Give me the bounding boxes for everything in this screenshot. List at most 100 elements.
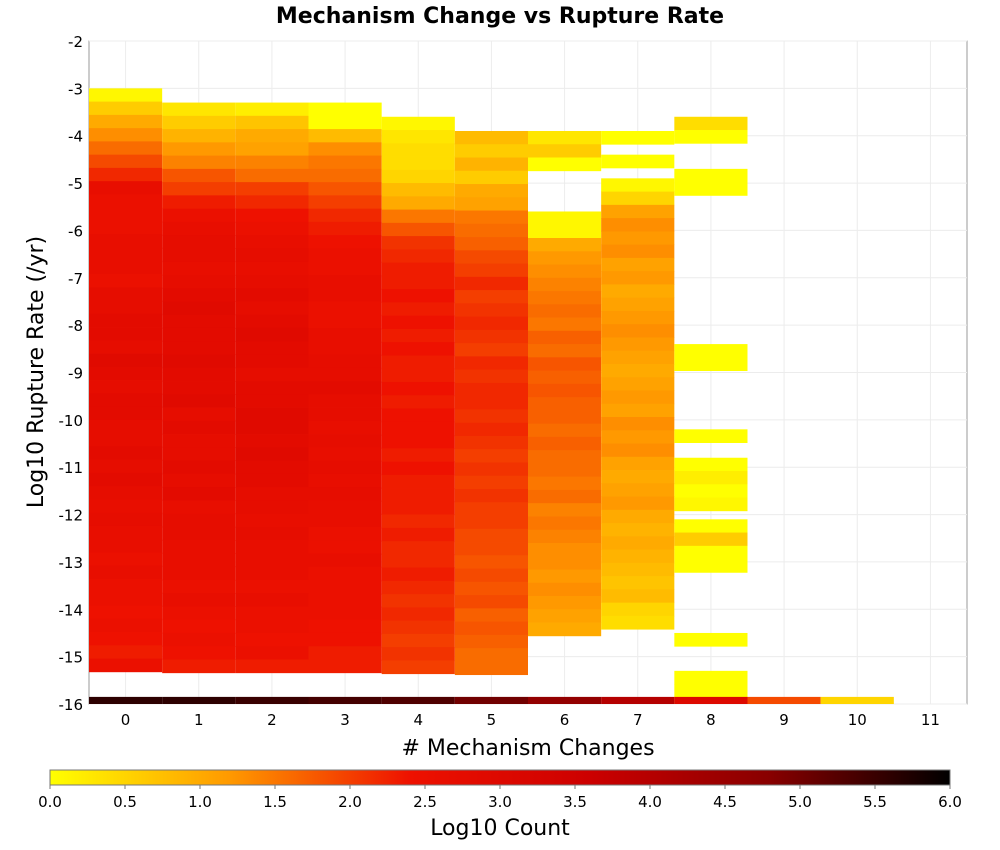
heatmap-cell bbox=[89, 632, 163, 646]
colorbar-tick-label: 0.0 bbox=[38, 793, 62, 811]
x-tick-label: 10 bbox=[848, 711, 867, 729]
heatmap-cell bbox=[89, 181, 163, 195]
heatmap-cell bbox=[454, 435, 528, 450]
heatmap-cell bbox=[235, 208, 309, 223]
heatmap-cell bbox=[381, 262, 455, 277]
heatmap-cell bbox=[601, 297, 675, 312]
heatmap-cell bbox=[601, 403, 675, 418]
heatmap-cell bbox=[235, 168, 309, 183]
heatmap-cell bbox=[89, 592, 163, 606]
heatmap-cell bbox=[454, 648, 528, 662]
heatmap-cell bbox=[674, 545, 748, 560]
heatmap-cell bbox=[89, 525, 163, 540]
heatmap-cell bbox=[601, 244, 675, 259]
heatmap-cell bbox=[308, 407, 382, 422]
heatmap-cell bbox=[454, 382, 528, 397]
heatmap-cell bbox=[381, 488, 455, 502]
heatmap-cell bbox=[89, 353, 163, 368]
heatmap-cell bbox=[601, 523, 675, 537]
heatmap-cell bbox=[381, 368, 455, 383]
heatmap-cell bbox=[674, 519, 748, 533]
colorbar-label: Log10 Count bbox=[430, 816, 570, 841]
heatmap-cell bbox=[454, 130, 528, 145]
heatmap-cell bbox=[601, 390, 675, 405]
heatmap-cell bbox=[381, 236, 455, 250]
heatmap-cell bbox=[308, 526, 382, 541]
heatmap-cell bbox=[381, 607, 455, 622]
heatmap-cell bbox=[89, 406, 163, 421]
heatmap-cell bbox=[601, 430, 675, 444]
heatmap-cell bbox=[89, 220, 163, 235]
heatmap-cell bbox=[162, 142, 236, 157]
heatmap-cell bbox=[528, 144, 602, 158]
colorbar-tick-label: 5.5 bbox=[863, 793, 887, 811]
heatmap-cell bbox=[601, 350, 675, 365]
heatmap-cell bbox=[308, 168, 382, 183]
heatmap-cell bbox=[381, 435, 455, 449]
heatmap-cell bbox=[747, 696, 821, 704]
colorbar-tick-label: 0.5 bbox=[113, 793, 137, 811]
heatmap-cell bbox=[528, 410, 602, 425]
heatmap-cell bbox=[601, 178, 675, 192]
heatmap-cell bbox=[162, 314, 236, 329]
heatmap-cell bbox=[162, 221, 236, 236]
y-axis-ticks: -2 -3 -4 -5 -6 -7 -8 -9 -10 -11 -12 -13 -14 -15 -16 bbox=[59, 33, 84, 714]
heatmap-cell bbox=[162, 553, 236, 568]
heatmap-cell bbox=[162, 274, 236, 289]
heatmap-cell bbox=[308, 553, 382, 568]
heatmap-cell bbox=[89, 446, 163, 461]
heatmap-cell bbox=[235, 447, 309, 461]
heatmap-cell bbox=[454, 542, 528, 556]
y-tick-label: -2 bbox=[68, 33, 83, 51]
heatmap-cell bbox=[454, 621, 528, 636]
heatmap-cell bbox=[235, 235, 309, 249]
heatmap-cell bbox=[528, 238, 602, 252]
heatmap-cell bbox=[89, 499, 163, 514]
colorbar-tick-label: 3.5 bbox=[563, 793, 587, 811]
heatmap-cell bbox=[528, 622, 602, 637]
heatmap-cell bbox=[381, 696, 455, 704]
heatmap-cell bbox=[89, 260, 163, 275]
heatmap-cell bbox=[89, 247, 163, 262]
heatmap-cell bbox=[454, 661, 528, 676]
heatmap-cell bbox=[601, 456, 675, 471]
heatmap-cell bbox=[308, 460, 382, 475]
heatmap-cell bbox=[381, 647, 455, 661]
heatmap-cells bbox=[89, 88, 894, 704]
heatmap-cell bbox=[308, 619, 382, 634]
heatmap-cell bbox=[381, 633, 455, 648]
heatmap-cell bbox=[235, 314, 309, 329]
heatmap-cell bbox=[528, 450, 602, 464]
heatmap-cell bbox=[162, 354, 236, 369]
heatmap-cell bbox=[308, 593, 382, 607]
heatmap-cell bbox=[528, 330, 602, 345]
heatmap-cell bbox=[381, 156, 455, 171]
heatmap-cell bbox=[162, 487, 236, 501]
colorbar-tick-label: 1.0 bbox=[188, 793, 212, 811]
heatmap-cell bbox=[454, 696, 528, 704]
heatmap-cell bbox=[528, 582, 602, 597]
heatmap-cell bbox=[454, 237, 528, 251]
heatmap-cell bbox=[308, 487, 382, 501]
heatmap-cell bbox=[601, 363, 675, 378]
heatmap-cell bbox=[601, 509, 675, 524]
heatmap-cell bbox=[381, 527, 455, 542]
heatmap-cell bbox=[381, 421, 455, 436]
x-tick-label: 2 bbox=[267, 711, 277, 729]
heatmap-cell bbox=[235, 182, 309, 196]
heatmap-cell bbox=[235, 248, 309, 263]
x-tick-label: 7 bbox=[633, 711, 643, 729]
heatmap-cell bbox=[162, 659, 236, 674]
heatmap-cell bbox=[528, 304, 602, 318]
heatmap-cell bbox=[235, 632, 309, 647]
heatmap-cell bbox=[162, 407, 236, 422]
y-tick-label: -7 bbox=[68, 270, 83, 288]
heatmap-cell bbox=[235, 367, 309, 382]
heatmap-cell bbox=[528, 130, 602, 145]
y-tick-label: -16 bbox=[59, 696, 84, 714]
heatmap-cell bbox=[601, 231, 675, 246]
heatmap-cell bbox=[308, 142, 382, 157]
heatmap-cell bbox=[162, 248, 236, 263]
heatmap-cell bbox=[235, 487, 309, 501]
heatmap-cell bbox=[454, 263, 528, 278]
